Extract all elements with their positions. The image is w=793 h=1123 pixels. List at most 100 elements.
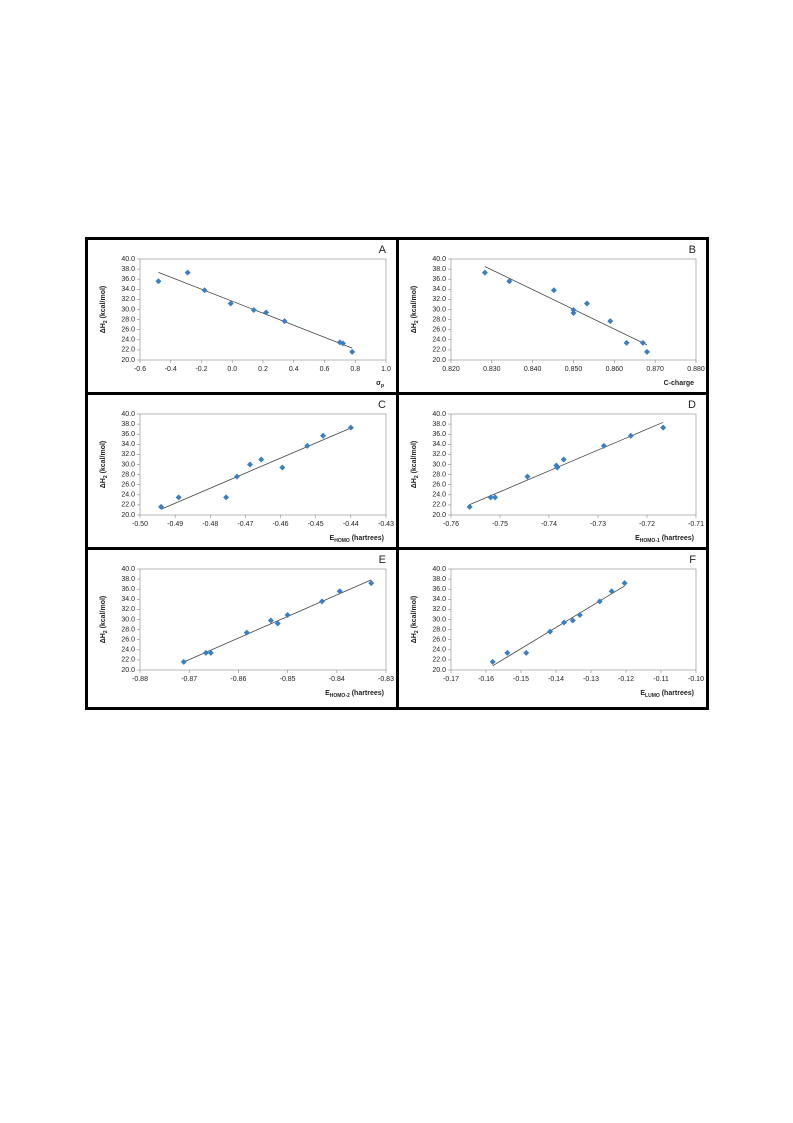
x-tick-label: -0.75: [492, 521, 508, 528]
data-point: [489, 658, 496, 665]
x-tick-label: 0.6: [320, 366, 330, 373]
trendline: [484, 266, 648, 346]
y-tick-label: 28.0: [432, 471, 446, 478]
label-part: 2: [103, 320, 109, 323]
x-tick-label: 0.840: [524, 366, 542, 373]
trendline: [160, 427, 352, 510]
y-tick-label: 38.0: [121, 266, 135, 273]
label-part: (kcal/mol): [100, 441, 107, 476]
x-tick-label: -0.49: [167, 521, 183, 528]
data-point: [644, 348, 650, 355]
y-tick-label: 40.0: [121, 256, 135, 263]
data-point: [201, 287, 208, 294]
y-tick-label: 40.0: [121, 411, 135, 418]
data-point: [274, 620, 281, 627]
y-tick-label: 38.0: [121, 576, 135, 583]
data-point: [576, 611, 583, 618]
label-part: 2: [103, 630, 109, 633]
y-tick-label: 22.0: [121, 502, 135, 509]
x-tick-label: -0.46: [273, 521, 289, 528]
x-tick-label: -0.85: [280, 676, 296, 683]
data-point: [547, 628, 554, 635]
y-tick-label: 32.0: [432, 296, 446, 303]
y-tick-label: 36.0: [121, 586, 135, 593]
data-point: [466, 503, 473, 510]
data-point: [608, 588, 615, 595]
y-tick-label: 30.0: [121, 616, 135, 623]
x-tick-label: 0.8: [350, 366, 360, 373]
x-tick-label: -0.43: [378, 521, 394, 528]
y-tick-label: 34.0: [121, 596, 135, 603]
data-point: [523, 649, 530, 656]
panel: [88, 395, 396, 547]
data-point: [184, 269, 191, 276]
data-point: [246, 461, 253, 468]
label-part: (kcal/mol): [411, 441, 418, 476]
data-point: [554, 464, 561, 471]
label-part: HOMO-1: [640, 538, 660, 544]
y-tick-label: 26.0: [121, 482, 135, 489]
label-part: E: [640, 690, 645, 697]
y-tick-label: 22.0: [121, 347, 135, 354]
data-point: [180, 658, 187, 665]
data-point: [607, 318, 614, 325]
y-tick-label: 34.0: [432, 596, 446, 603]
data-point: [207, 649, 214, 656]
data-point: [223, 494, 230, 501]
data-point: [336, 588, 343, 595]
y-tick-label: 34.0: [121, 441, 135, 448]
data-point: [570, 310, 577, 317]
label-part: p: [381, 383, 384, 389]
x-tick-label: -0.13: [583, 676, 599, 683]
data-point: [639, 339, 646, 346]
data-point: [368, 580, 375, 587]
data-point: [155, 278, 162, 285]
x-tick-label: -0.6: [134, 366, 146, 373]
y-tick-label: 24.0: [121, 492, 135, 499]
label-part: ΔH: [100, 323, 107, 333]
x-tick-label: -0.50: [132, 521, 148, 528]
y-tick-label: 20.0: [121, 667, 135, 674]
y-tick-label: 20.0: [432, 512, 446, 519]
x-tick-label: 0.4: [289, 366, 299, 373]
x-axis-title: EHOMO (hartrees): [330, 535, 384, 544]
y-axis-title: ΔH2 (kcal/mol): [100, 596, 109, 644]
data-point: [506, 278, 513, 285]
data-point: [339, 340, 346, 347]
y-tick-label: 26.0: [121, 327, 135, 334]
y-tick-label: 26.0: [432, 637, 446, 644]
y-axis-title: ΔH2 (kcal/mol): [411, 596, 420, 644]
data-point: [319, 598, 326, 605]
data-point: [158, 503, 165, 510]
x-tick-label: -0.71: [688, 521, 704, 528]
y-axis-title: ΔH2 (kcal/mol): [100, 286, 109, 334]
y-tick-label: 20.0: [121, 357, 135, 364]
data-point: [243, 629, 250, 636]
y-tick-label: 36.0: [432, 431, 446, 438]
x-tick-label: 0.880: [687, 366, 705, 373]
y-tick-label: 40.0: [121, 566, 135, 573]
y-tick-label: 32.0: [432, 451, 446, 458]
y-axis-title: ΔH2 (kcal/mol): [100, 441, 109, 489]
data-point: [561, 619, 568, 626]
data-point: [227, 300, 234, 307]
panel: [399, 240, 706, 392]
data-point: [279, 464, 286, 471]
x-tick-label: -0.48: [202, 521, 218, 528]
panel-letter: C: [378, 399, 386, 411]
data-point: [481, 269, 488, 276]
y-tick-label: 36.0: [121, 276, 135, 283]
data-point: [263, 309, 270, 316]
label-part: 2: [414, 630, 420, 633]
label-part: E: [330, 535, 335, 542]
data-point: [250, 307, 257, 314]
label-part: 2: [414, 320, 420, 323]
y-tick-label: 36.0: [432, 276, 446, 283]
label-part: ΔH: [100, 633, 107, 643]
x-tick-label: -0.44: [343, 521, 359, 528]
data-point: [627, 432, 634, 439]
data-point: [660, 424, 667, 431]
panel-letter: D: [688, 399, 696, 411]
x-tick-label: -0.87: [181, 676, 197, 683]
x-tick-label: 0.0: [227, 366, 237, 373]
